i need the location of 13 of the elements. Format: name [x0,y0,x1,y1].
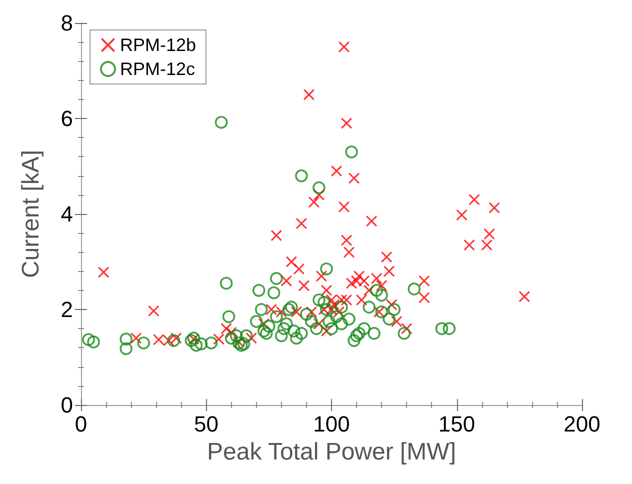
x-tick-label: 150 [438,412,476,436]
y-tick-label: 2 [60,297,73,322]
x-tick-label: 100 [313,412,350,436]
y-axis-title: Current [kA] [18,150,44,278]
x-axis-title: Peak Total Power [MW] [207,438,456,466]
y-tick-label: 8 [60,10,73,36]
legend-label: RPM-12b [120,35,196,55]
y-tick-label: 4 [60,202,73,226]
x-tick-label: 50 [194,412,218,436]
y-tick-label: 0 [60,392,73,418]
x-tick-label: 200 [564,412,600,436]
legend-label: RPM-12c [120,59,196,79]
y-tick-label: 6 [60,106,73,131]
